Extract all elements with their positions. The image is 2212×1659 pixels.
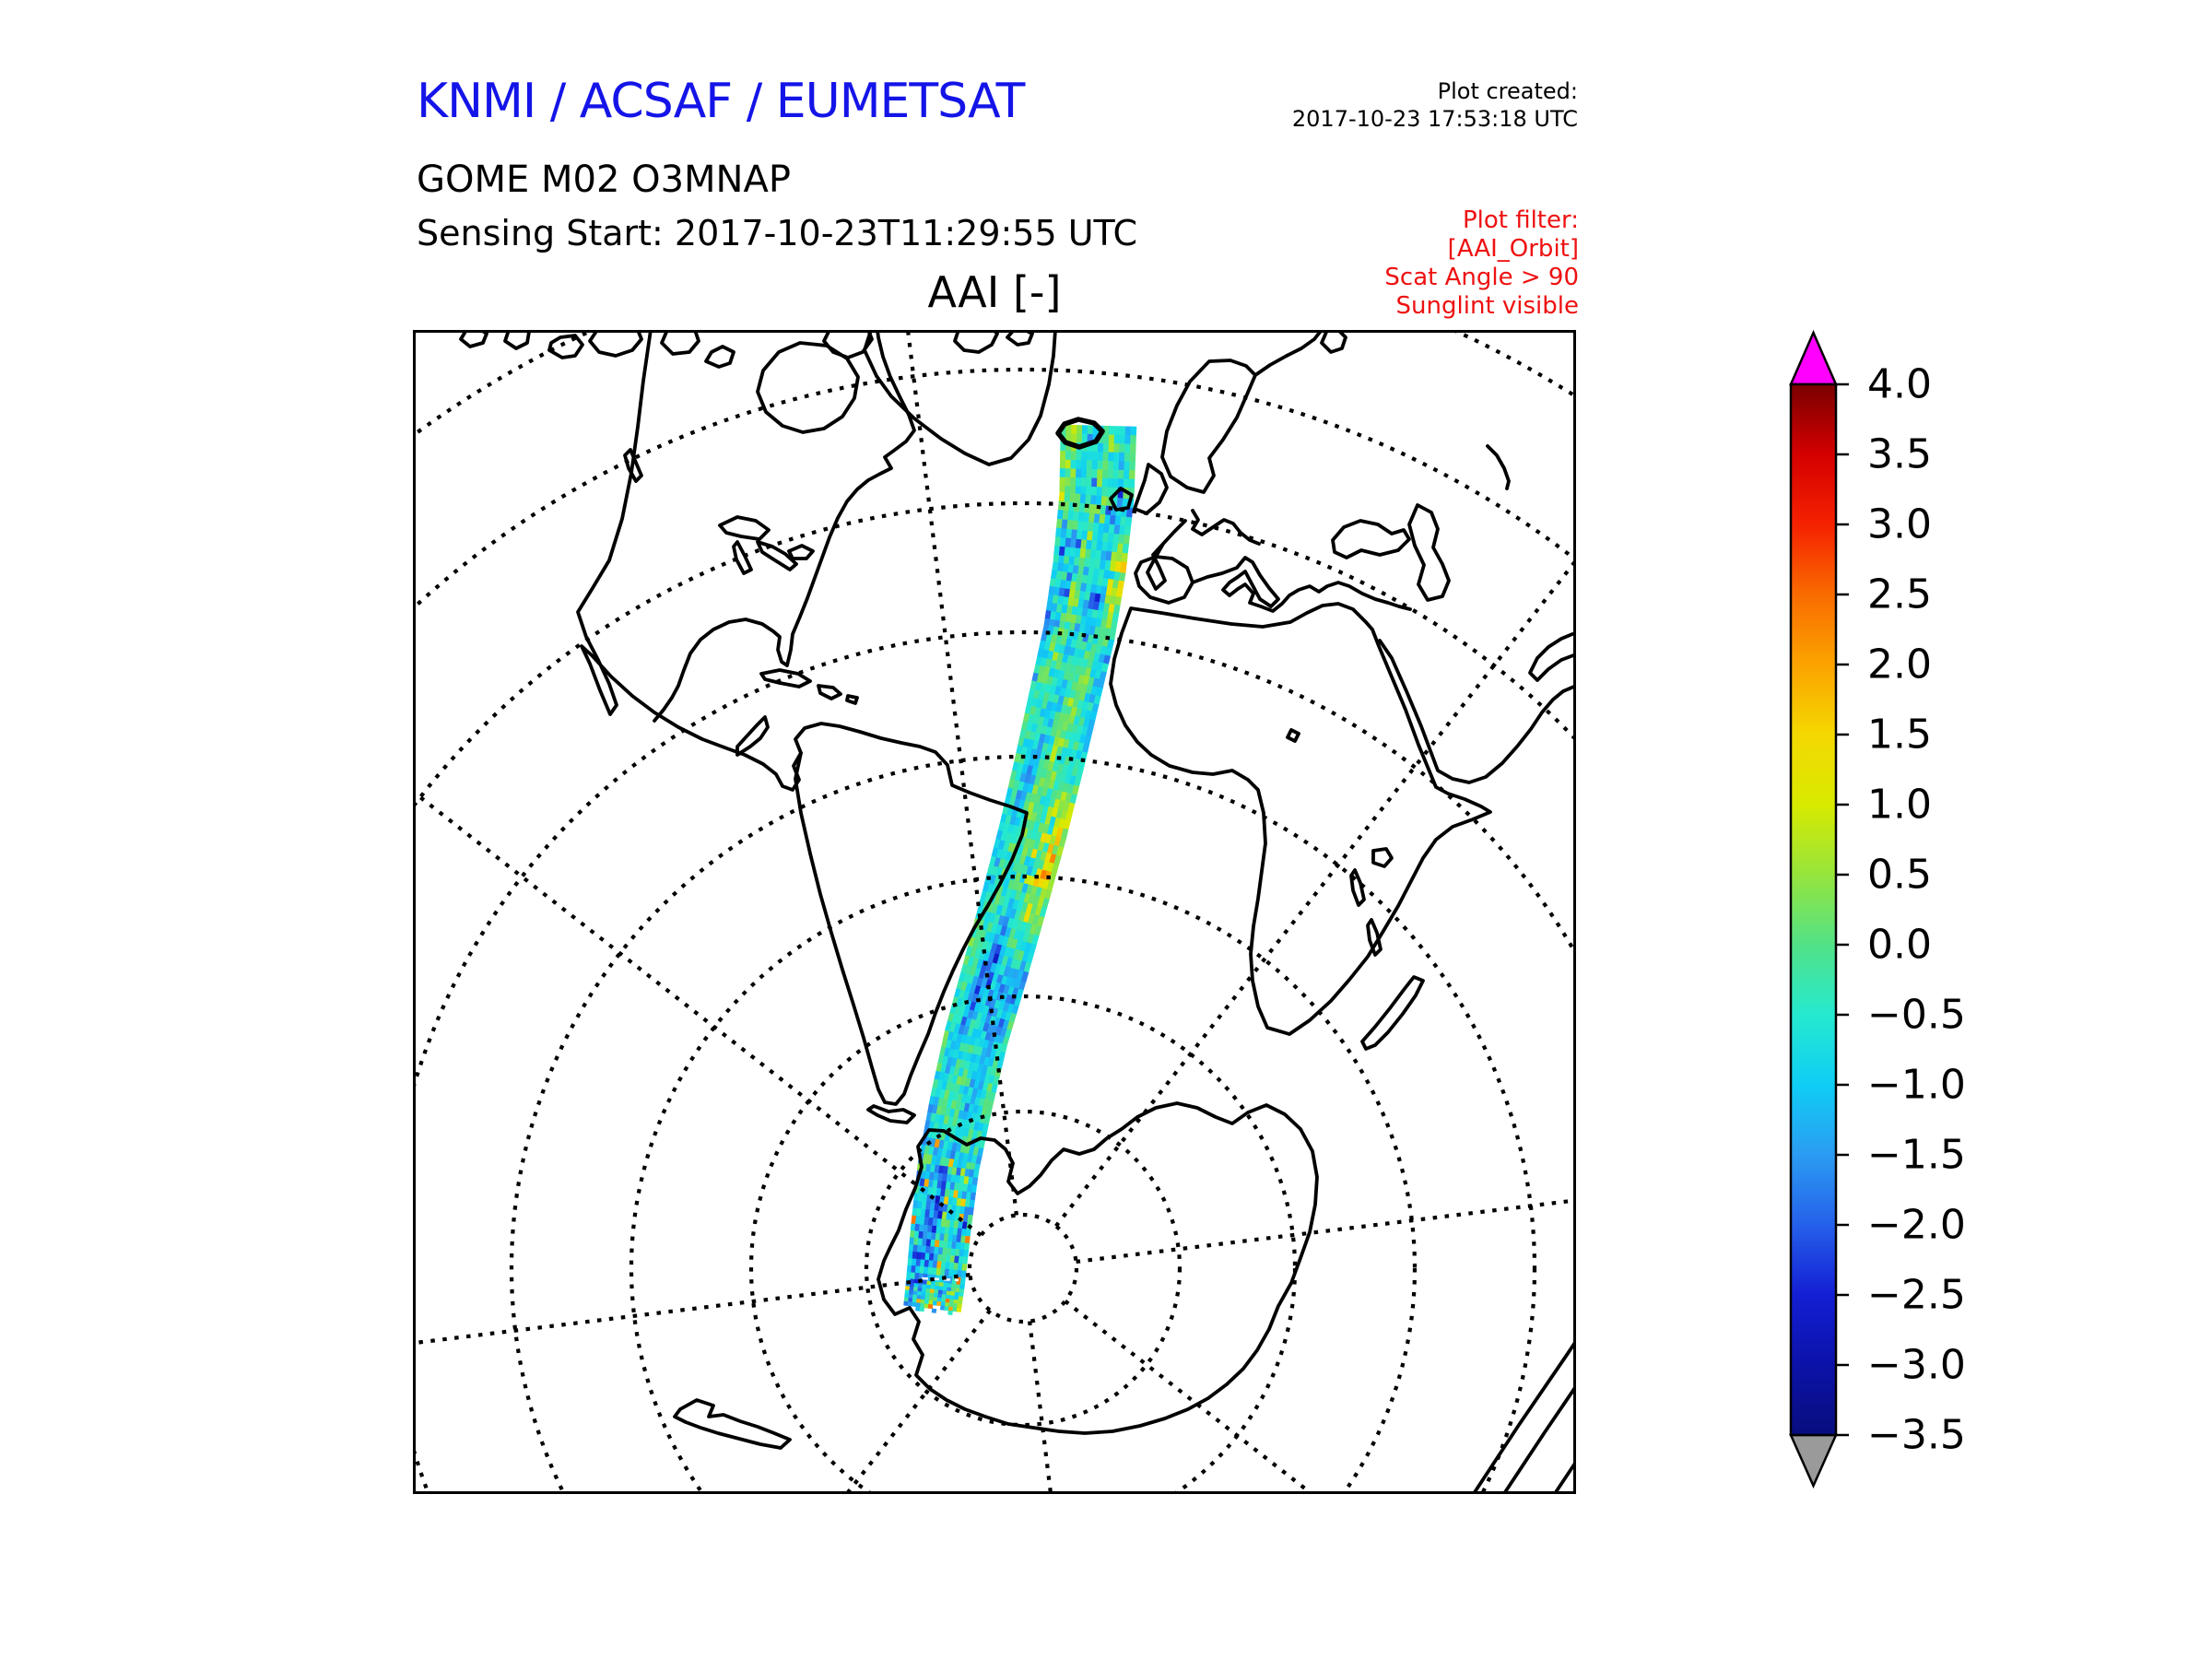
coastline [759, 668, 812, 688]
map-area [413, 330, 1576, 1494]
plot-created-block: Plot created: 2017-10-23 17:53:18 UTC [1292, 77, 1578, 133]
coastline [660, 330, 700, 356]
satellite-swath [903, 424, 1137, 1316]
colorbar-svg: 4.0 3.5 3.0 2.5 2.0 1.5 1.0 0.5 0.0 −0.5 −1.0 −1.5 −… [1789, 329, 1966, 1489]
parallel-circle [413, 630, 1576, 1494]
coastline [576, 330, 803, 792]
coastline [1006, 330, 1034, 347]
plot-created-value: 2017-10-23 17:53:18 UTC [1291, 106, 1578, 132]
map-frame [413, 330, 1576, 1494]
org-title: KNMI / ACSAF / EUMETSAT [417, 74, 1025, 129]
map-plot [413, 330, 1576, 1494]
colorbar-tick-label: 2.5 [1867, 571, 1932, 618]
coastline [1160, 359, 1257, 494]
coastline [1191, 556, 1412, 613]
coastline [866, 1104, 916, 1124]
plot-created-label: Plot created: [1437, 78, 1578, 104]
plot-filter-block: Plot filter: [AAI_Orbit] Scat Angle > 90 Su… [1384, 206, 1579, 321]
colorbar-tick-label: 4.0 [1867, 361, 1932, 408]
colorbar-tick-label: −1.0 [1867, 1062, 1966, 1109]
colorbar-tick-label: −1.5 [1867, 1132, 1966, 1179]
coastline [653, 330, 916, 723]
coastline [1360, 975, 1425, 1051]
map-title: AAI [-] [927, 267, 1062, 317]
coastline [756, 341, 860, 434]
coastline [1366, 918, 1382, 957]
parallel-circle [629, 875, 1417, 1494]
coastline [547, 334, 584, 359]
coastline [1407, 503, 1451, 602]
coastline [1486, 444, 1511, 490]
colorbar-tick-label: −3.0 [1867, 1342, 1966, 1389]
coastline [1191, 509, 1261, 546]
colorbar: 4.0 3.5 3.0 2.5 2.0 1.5 1.0 0.5 0.0 −0.5 −1.0 −1.5 −… [1770, 313, 2083, 1512]
colorbar-tick-label: 1.0 [1867, 782, 1932, 829]
coastline [863, 330, 1057, 466]
coastline [735, 715, 770, 757]
coastline [794, 722, 1029, 1106]
colorbar-tick-label: 3.0 [1867, 501, 1932, 548]
graticule [413, 330, 1576, 1494]
coastline [673, 1398, 792, 1450]
coastline [1378, 639, 1576, 784]
coastline [787, 544, 815, 560]
parallel-circle [510, 755, 1536, 1494]
coastline [1473, 1339, 1576, 1494]
coastline-iceland [1055, 417, 1105, 450]
colorbar-tick-label: 1.5 [1867, 712, 1932, 759]
coastline [817, 684, 842, 700]
parallel-circle [864, 1109, 1182, 1428]
coastline [1320, 330, 1347, 354]
colorbar-under-arrow [1789, 1433, 1838, 1489]
colorbar-gradient-bar [1789, 382, 1838, 1437]
plot-filter-line: Sunglint visible [1395, 292, 1579, 320]
colorbar-tick-label: −0.5 [1867, 992, 1966, 1039]
sensing-start: Sensing Start: 2017-10-23T11:29:55 UTC [417, 213, 1138, 253]
colorbar-tick-label: 3.5 [1867, 431, 1932, 478]
coastline [1371, 847, 1394, 868]
colorbar-tick-label: −2.5 [1867, 1272, 1966, 1319]
coastlines [459, 330, 1576, 1494]
colorbar-tick-label: −3.5 [1867, 1412, 1966, 1459]
product-name: GOME M02 O3MNAP [417, 159, 791, 201]
plot-filter-line: [AAI_Orbit] [1447, 235, 1579, 263]
meridian-line [1076, 1198, 1576, 1265]
coastline [1349, 868, 1366, 907]
coastline [1109, 487, 1134, 512]
colorbar-tick-label: 2.0 [1867, 641, 1932, 688]
meridian-line [413, 1272, 971, 1346]
coastline [704, 345, 735, 369]
coastline [1528, 632, 1576, 682]
meridian-line [1064, 1300, 1315, 1494]
coastline [877, 1101, 1319, 1435]
coastline [1134, 555, 1194, 605]
meridian-line [413, 789, 982, 1237]
colorbar-tick-label: −2.0 [1867, 1202, 1966, 1249]
coastline [623, 448, 643, 483]
coastline [1109, 602, 1492, 1036]
parallel-circle [967, 1212, 1079, 1324]
coastline [1503, 1384, 1576, 1494]
colorbar-tick-label: 0.0 [1867, 922, 1932, 969]
coastline [1554, 1460, 1576, 1494]
coastline [503, 330, 531, 350]
coastline [1331, 519, 1411, 559]
coastline [718, 515, 771, 541]
coastline [732, 540, 753, 575]
coastline [1146, 519, 1187, 591]
coastline [1133, 463, 1169, 515]
colorbar-tick-label: 0.5 [1867, 852, 1932, 899]
plot-filter-line: Plot filter: [1462, 206, 1579, 234]
meridian-line [1054, 557, 1576, 1228]
coastline [1286, 728, 1300, 743]
coastline [845, 694, 859, 705]
meridian-line [905, 330, 1019, 1216]
plot-filter-line: Scat Angle > 90 [1384, 264, 1579, 291]
coastline [459, 330, 488, 348]
colorbar-over-arrow [1789, 329, 1838, 386]
coastline [1253, 330, 1324, 377]
coastline [756, 540, 798, 571]
